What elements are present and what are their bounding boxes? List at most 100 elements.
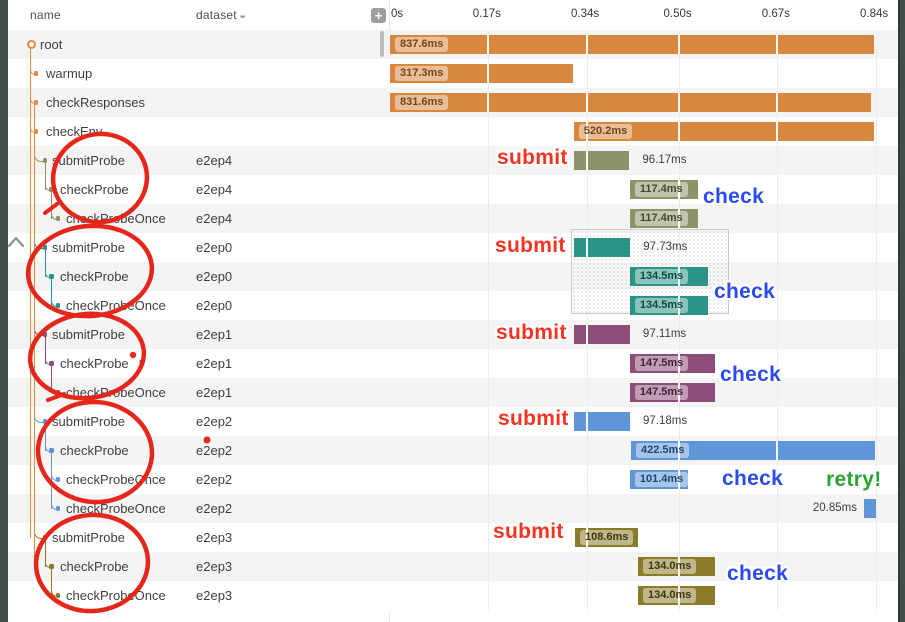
bar-duration-pill: 317.3ms: [395, 66, 449, 81]
row-stripe[interactable]: [8, 146, 899, 175]
span-bar[interactable]: 134.0ms: [637, 557, 716, 576]
span-bar[interactable]: 317.3ms: [390, 64, 574, 83]
left-frame-strip: [0, 0, 8, 622]
gridline-cut: [678, 35, 680, 54]
row-stripe[interactable]: [8, 465, 899, 494]
tree-node-label[interactable]: checkEnv: [46, 124, 103, 139]
timeline-tick: 0.17s: [472, 8, 501, 20]
gridline-cut: [585, 412, 588, 431]
row-stripe[interactable]: [8, 262, 899, 291]
tree-node-label[interactable]: checkProbeOnce: [66, 588, 166, 603]
dataset-cell: e2ep4: [196, 211, 233, 226]
span-bar[interactable]: 831.6ms: [390, 93, 871, 112]
dataset-cell: e2ep3: [196, 559, 233, 574]
bar-duration-pill: 134.0ms: [642, 588, 697, 603]
dataset-cell: e2ep0: [196, 298, 233, 313]
span-bar[interactable]: 134.5ms: [629, 296, 708, 315]
gridline-cut: [487, 93, 490, 112]
row-stripe[interactable]: [8, 378, 899, 407]
tree-dot: [33, 100, 38, 105]
annotation-note: retry!: [826, 468, 882, 491]
tree-node-label[interactable]: checkResponses: [46, 95, 145, 110]
gridline-cut: [677, 441, 680, 460]
span-bar[interactable]: [573, 412, 630, 431]
annotation-note: check: [720, 363, 782, 386]
row-stripe[interactable]: [8, 581, 899, 610]
bar-duration-pill: 134.0ms: [642, 559, 697, 574]
tree-dot: [33, 71, 38, 76]
span-bar[interactable]: 117.4ms: [629, 209, 698, 228]
span-bar[interactable]: 837.6ms: [390, 35, 875, 54]
dataset-cell: e2ep1: [196, 327, 233, 342]
span-bar[interactable]: 147.5ms: [629, 354, 716, 373]
row-stripe[interactable]: [8, 552, 899, 581]
tree-node-label[interactable]: submitProbe: [52, 530, 125, 545]
dataset-cell: e2ep0: [196, 269, 233, 284]
span-bar[interactable]: 117.4ms: [629, 180, 698, 199]
row-stripe[interactable]: [8, 291, 899, 320]
span-bar[interactable]: 520.2ms: [573, 122, 875, 141]
tree-node-label[interactable]: submitProbe: [52, 414, 125, 429]
annotation-note: submit: [496, 321, 567, 344]
tree-node-label[interactable]: checkProbeOnce: [66, 501, 166, 516]
collapse-chevron-up-icon[interactable]: [6, 233, 26, 249]
span-bar[interactable]: 147.5ms: [629, 383, 716, 402]
gridline-cut: [677, 470, 680, 489]
tree-node-label[interactable]: checkProbe: [60, 356, 129, 371]
span-bar[interactable]: 134.5ms: [629, 267, 708, 286]
tree-node-label[interactable]: checkProbe: [60, 269, 129, 284]
tree-node-label[interactable]: checkProbe: [60, 182, 129, 197]
bar-duration-pill: 520.2ms: [578, 124, 633, 139]
span-bar[interactable]: 422.5ms: [631, 441, 876, 460]
span-bar[interactable]: 134.0ms: [637, 586, 716, 605]
span-bar[interactable]: 108.6ms: [574, 528, 638, 547]
gridline-cut: [585, 93, 588, 112]
row-stripe[interactable]: [8, 407, 899, 436]
row-stripe[interactable]: [8, 494, 899, 523]
row-stripe[interactable]: [8, 204, 899, 233]
column-header-name[interactable]: name: [30, 8, 61, 22]
bar-duration-label: 20.85ms: [812, 502, 857, 514]
row-stripe[interactable]: [8, 233, 899, 262]
timeline-gridline: [777, 30, 779, 610]
tree-node-label[interactable]: submitProbe: [52, 327, 125, 342]
column-header-dataset[interactable]: dataset: [196, 8, 237, 22]
tree-node-label[interactable]: checkProbeOnce: [66, 211, 166, 226]
tree-dot: [42, 419, 47, 424]
tree-node-label[interactable]: checkProbeOnce: [66, 385, 166, 400]
span-bar[interactable]: [863, 499, 876, 518]
span-bar[interactable]: [573, 151, 630, 170]
span-bar[interactable]: 101.4ms: [629, 470, 689, 489]
tree-node-label[interactable]: checkProbe: [60, 443, 129, 458]
row-stripe[interactable]: [8, 175, 899, 204]
tree-node-label[interactable]: root: [40, 37, 63, 52]
tree-line: [50, 568, 52, 596]
annotation-note: submit: [498, 407, 569, 430]
tree-node-label[interactable]: checkProbeOnce: [66, 472, 166, 487]
tree-line: [50, 191, 52, 219]
gridline-cut: [677, 122, 680, 141]
gridline-cut: [776, 122, 779, 141]
tree-node-label[interactable]: submitProbe: [52, 153, 125, 168]
span-bar[interactable]: [573, 238, 631, 257]
tree-node-label[interactable]: warmup: [46, 66, 93, 81]
timeline-tick: 0.67s: [761, 8, 790, 20]
scrollbar-thumb[interactable]: [380, 31, 384, 57]
tree-line: [29, 49, 31, 538]
sort-icon[interactable]: ◒: [239, 8, 247, 22]
row-stripe[interactable]: [8, 349, 899, 378]
tree-dot: [55, 216, 60, 221]
tree-node-label[interactable]: checkProbe: [60, 559, 129, 574]
row-stripe[interactable]: [8, 523, 899, 552]
dataset-cell: e2ep2: [196, 414, 233, 429]
tree-dot: [55, 303, 60, 308]
span-bar[interactable]: [573, 325, 630, 344]
row-stripe[interactable]: [8, 320, 899, 349]
bar-duration-pill: 147.5ms: [634, 385, 689, 400]
tree-dot: [49, 448, 54, 453]
add-column-button[interactable]: +: [371, 8, 386, 23]
tree-node-label[interactable]: checkProbeOnce: [66, 298, 166, 313]
bar-duration-pill: 117.4ms: [634, 211, 688, 226]
tree-node-label[interactable]: submitProbe: [52, 240, 125, 255]
